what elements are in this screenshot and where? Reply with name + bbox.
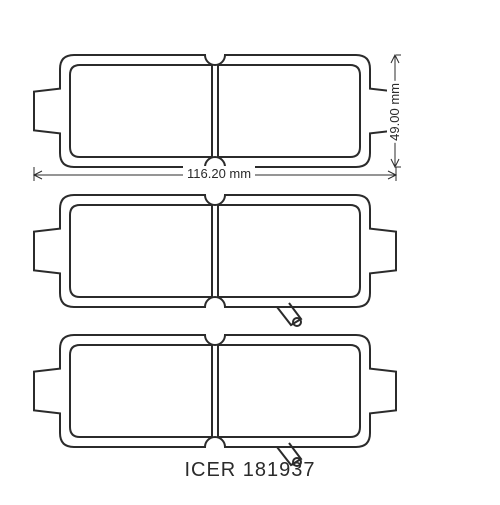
- brake-pad-diagram: 116.20 mm 49.00 mm ICER 181937: [0, 0, 500, 500]
- width-dimension-label: 116.20 mm: [183, 166, 255, 181]
- diagram-svg: [0, 0, 500, 500]
- pad-backplate: [34, 55, 396, 167]
- caption: ICER 181937: [0, 459, 500, 482]
- pad-backplate: [34, 195, 396, 307]
- part-number-label: 181937: [243, 459, 316, 481]
- pad-backplate: [34, 335, 396, 447]
- height-dimension-label: 49.00 mm: [387, 81, 402, 143]
- brand-label: ICER: [184, 459, 236, 481]
